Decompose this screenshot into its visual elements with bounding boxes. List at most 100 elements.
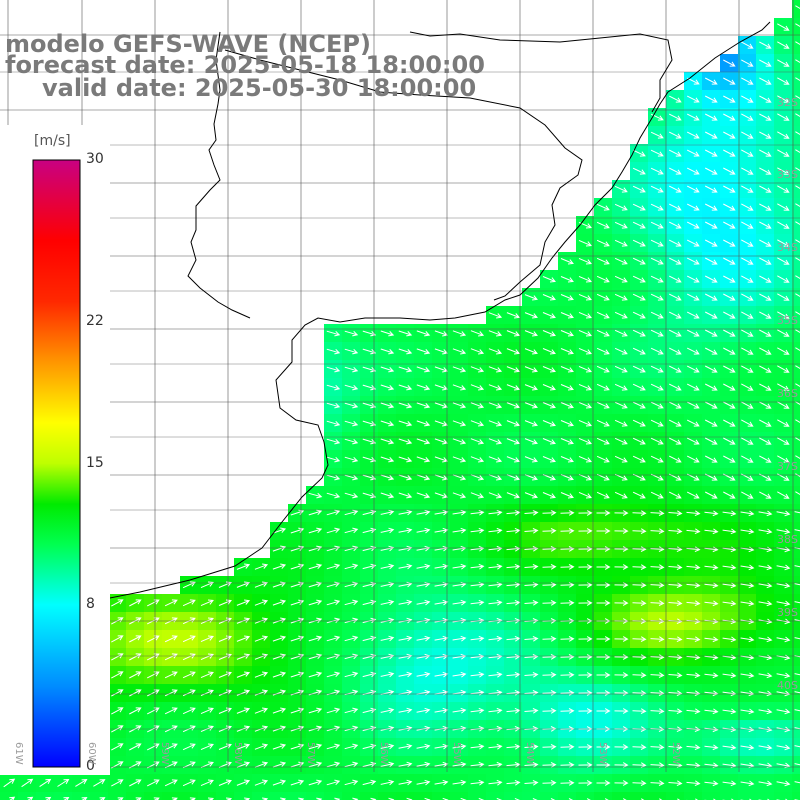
- wind-arrow: [380, 779, 395, 786]
- wind-arrow: [795, 311, 800, 315]
- wind-arrow: [794, 727, 800, 730]
- wind-arrow: [344, 509, 359, 516]
- wind-arrow: [129, 689, 142, 697]
- wind-arrow: [596, 419, 610, 427]
- wind-arrow: [488, 492, 503, 499]
- wind-arrow: [723, 293, 736, 301]
- wind-arrow: [470, 366, 485, 373]
- wind-arrow: [758, 510, 773, 517]
- wind-arrow: [75, 779, 88, 787]
- wind-arrow: [723, 221, 736, 229]
- wind-arrow: [668, 185, 682, 193]
- wind-arrow: [398, 779, 413, 786]
- wind-arrow: [777, 131, 790, 139]
- colorbar: [32, 159, 81, 768]
- wind-arrow: [668, 203, 682, 211]
- wind-arrow: [326, 420, 341, 427]
- wind-arrow: [560, 528, 575, 534]
- wind-arrow: [434, 563, 449, 570]
- wind-arrow: [632, 401, 646, 409]
- wind-arrow: [722, 510, 737, 517]
- wind-arrow: [380, 671, 395, 678]
- wind-arrow: [777, 113, 790, 121]
- wind-arrow: [398, 599, 413, 606]
- wind-arrow: [254, 599, 269, 606]
- wind-arrow: [596, 744, 611, 750]
- field-cell: [792, 594, 800, 612]
- wind-arrow: [308, 779, 323, 786]
- wind-arrow: [111, 599, 124, 607]
- wind-arrow: [795, 455, 800, 459]
- wind-arrow: [758, 672, 773, 679]
- wind-arrow: [308, 671, 323, 678]
- field-cell: [792, 504, 800, 522]
- wind-arrow: [362, 474, 377, 481]
- wind-arrow: [668, 708, 683, 715]
- wind-arrow: [704, 131, 718, 139]
- wind-arrow: [668, 113, 682, 121]
- field-cell: [684, 792, 702, 804]
- wind-arrow: [380, 761, 395, 768]
- field-cell: [792, 18, 800, 36]
- wind-arrow: [398, 635, 413, 642]
- wind-arrow: [560, 600, 575, 606]
- wind-arrow: [542, 420, 556, 427]
- wind-arrow: [416, 492, 431, 499]
- wind-arrow: [741, 239, 754, 247]
- wind-arrow: [524, 708, 539, 714]
- wind-arrow: [614, 762, 629, 768]
- wind-arrow: [686, 239, 700, 247]
- wind-arrow: [542, 690, 557, 696]
- wind-arrow: [236, 581, 251, 588]
- wind-arrow: [722, 528, 737, 535]
- wind-arrow: [326, 384, 341, 391]
- wind-arrow: [578, 636, 593, 642]
- wind-arrow: [236, 671, 251, 678]
- wind-arrow: [452, 474, 467, 481]
- wind-arrow: [650, 455, 664, 463]
- wind-arrow: [506, 366, 521, 373]
- wind-arrow: [795, 203, 800, 207]
- wind-arrow: [542, 762, 557, 768]
- field-cell: [576, 792, 594, 804]
- wind-arrow: [524, 762, 539, 768]
- field-cell: [792, 432, 800, 450]
- field-cell: [792, 558, 800, 576]
- wind-arrow: [632, 455, 646, 463]
- wind-arrow: [344, 779, 359, 786]
- wind-arrow: [380, 599, 395, 606]
- wind-arrow: [434, 509, 449, 516]
- wind-arrow: [686, 131, 700, 139]
- title-forecast-date: forecast date: 2025-05-18 18:00:00: [5, 51, 485, 79]
- wind-arrow: [632, 564, 647, 570]
- field-cell: [792, 0, 800, 18]
- wind-arrow: [668, 600, 683, 607]
- wind-arrow: [578, 257, 592, 265]
- wind-arrow: [344, 492, 359, 499]
- wind-arrow: [21, 778, 34, 788]
- field-cell: [18, 792, 36, 804]
- wind-arrow: [398, 492, 413, 499]
- wind-arrow: [308, 563, 323, 570]
- wind-arrow: [704, 257, 718, 265]
- wind-arrow: [668, 654, 683, 661]
- wind-arrow: [777, 257, 790, 265]
- wind-arrow: [632, 149, 646, 157]
- wind-arrow: [308, 743, 323, 750]
- longitude-label: 61W: [13, 742, 24, 765]
- wind-arrow: [723, 365, 736, 373]
- longitude-label: 53W: [597, 742, 608, 765]
- wind-arrow: [308, 527, 323, 534]
- wind-arrow: [488, 348, 503, 355]
- wind-arrow: [777, 365, 790, 373]
- wind-arrow: [344, 438, 359, 445]
- wind-arrow: [758, 528, 773, 535]
- wind-arrow: [254, 635, 269, 642]
- wind-arrow: [741, 95, 754, 103]
- wind-arrow: [506, 707, 521, 714]
- wind-arrow: [452, 563, 467, 570]
- wind-arrow: [722, 600, 737, 607]
- wind-arrow: [759, 419, 772, 427]
- wind-arrow: [182, 743, 196, 751]
- wind-arrow: [57, 778, 70, 787]
